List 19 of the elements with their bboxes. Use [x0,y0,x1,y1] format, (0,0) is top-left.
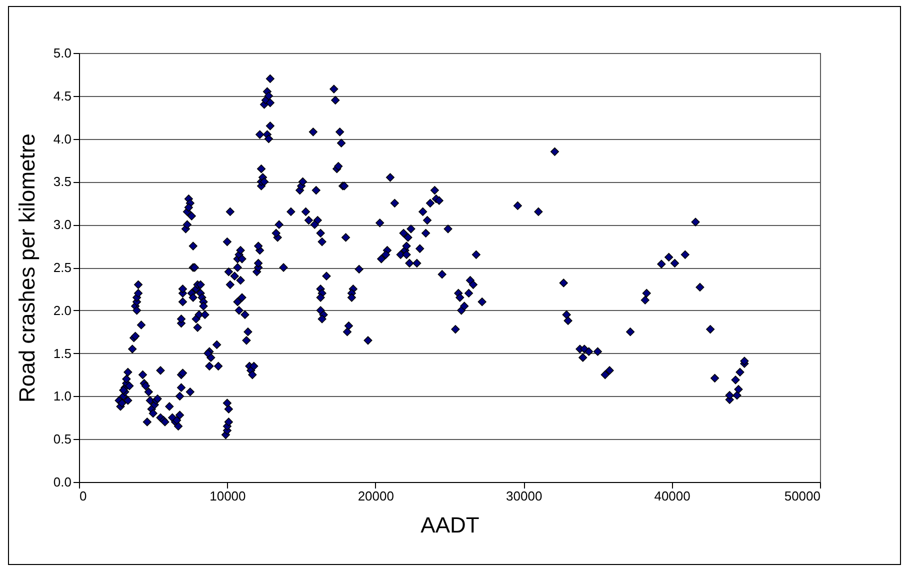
y-tick-label: 1.0 [53,388,72,404]
y-tick-label: 3.0 [53,217,72,232]
x-tick-label: 40000 [654,488,690,504]
y-tick-label: 5.0 [53,46,72,60]
y-tick-label: 1.5 [53,346,72,361]
x-axis-title: AADT [420,512,480,538]
y-tick-label: 0.5 [53,432,72,447]
y-tick-label: 4.5 [53,88,72,104]
x-tick-label: 20000 [358,488,394,504]
x-tick-label: 10000 [210,488,246,504]
x-tick-label: 50000 [784,488,820,504]
x-tick-label: 30000 [506,488,542,504]
y-tick-label: 2.5 [53,260,72,275]
y-tick-label: 2.0 [53,302,72,318]
y-tick-label: 0.0 [53,474,72,490]
y-tick-label: 4.0 [53,131,72,146]
x-tick-label: 0 [80,488,87,504]
y-tick-label: 3.5 [53,174,72,190]
y-axis-title: Road crashes per kilometre [14,133,40,403]
